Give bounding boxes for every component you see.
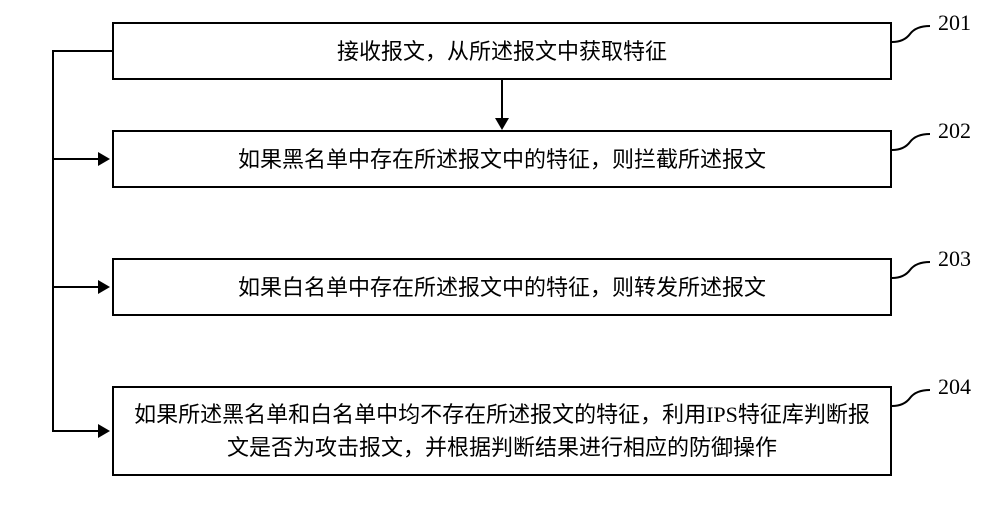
step-text-203: 如果白名单中存在所述报文中的特征，则转发所述报文 xyxy=(238,271,766,304)
step-box-202: 如果黑名单中存在所述报文中的特征，则拦截所述报文 xyxy=(112,130,892,188)
step-text-201: 接收报文，从所述报文中获取特征 xyxy=(337,35,667,68)
brace-202 xyxy=(892,122,942,152)
branch-arrow-203 xyxy=(98,280,110,294)
arrow-head-201-202 xyxy=(495,118,509,130)
step-label-201: 201 xyxy=(938,10,971,36)
brace-201 xyxy=(892,14,942,44)
branch-arrow-202 xyxy=(98,152,110,166)
step-box-203: 如果白名单中存在所述报文中的特征，则转发所述报文 xyxy=(112,258,892,316)
arrow-201-202 xyxy=(501,80,503,120)
branch-to-203 xyxy=(52,286,100,288)
brace-203 xyxy=(892,250,942,280)
step-box-204: 如果所述黑名单和白名单中均不存在所述报文的特征，利用IPS特征库判断报文是否为攻… xyxy=(112,386,892,476)
step-text-202: 如果黑名单中存在所述报文中的特征，则拦截所述报文 xyxy=(238,143,766,176)
branch-to-202 xyxy=(52,158,100,160)
step-label-203: 203 xyxy=(938,246,971,272)
branch-arrow-204 xyxy=(98,424,110,438)
branch-trunk xyxy=(52,50,54,432)
step-label-202: 202 xyxy=(938,118,971,144)
step-text-204: 如果所述黑名单和白名单中均不存在所述报文的特征，利用IPS特征库判断报文是否为攻… xyxy=(130,398,874,464)
step-box-201: 接收报文，从所述报文中获取特征 xyxy=(112,22,892,80)
flowchart-container: 接收报文，从所述报文中获取特征 201 如果黑名单中存在所述报文中的特征，则拦截… xyxy=(0,0,1000,505)
branch-stub-out xyxy=(52,50,112,52)
step-label-204: 204 xyxy=(938,374,971,400)
brace-204 xyxy=(892,378,942,408)
branch-to-204 xyxy=(52,430,100,432)
